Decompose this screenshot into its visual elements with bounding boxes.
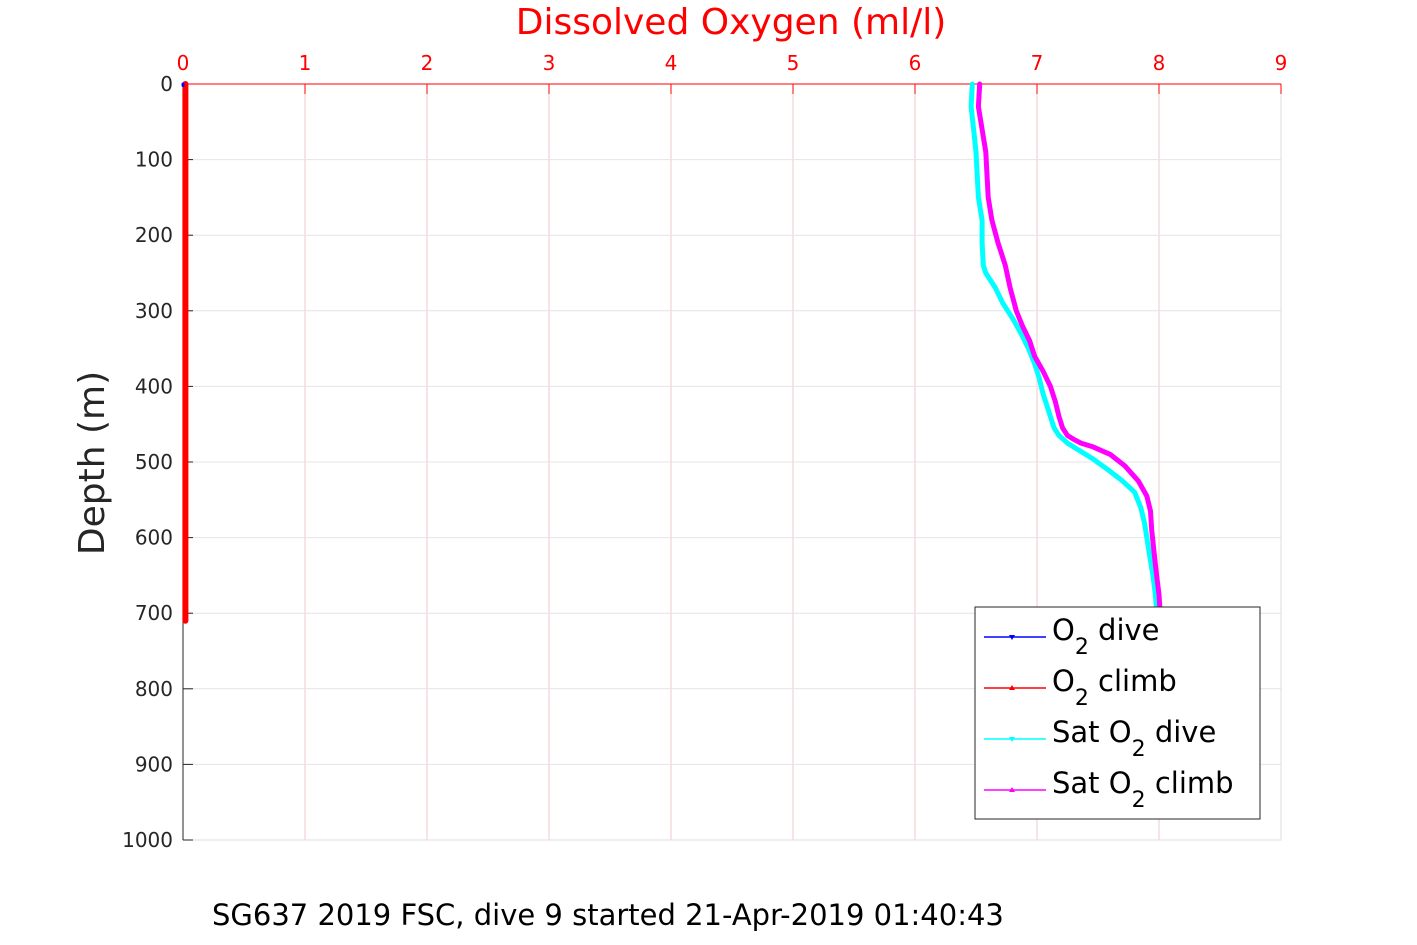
series-line-sat-o2-dive xyxy=(968,81,1160,612)
legend-label: O2 climb xyxy=(1052,664,1177,711)
legend-label: Sat O2 climb xyxy=(1052,766,1234,813)
y-tick-label: 700 xyxy=(135,601,173,625)
legend-entry: Sat O2 dive xyxy=(984,715,1216,762)
series-layer xyxy=(181,81,1163,624)
x-tick-label: 0 xyxy=(177,51,190,75)
y-axis-label: Depth (m) xyxy=(72,371,113,555)
y-tick-label: 100 xyxy=(135,148,173,172)
y-tick-label: 300 xyxy=(135,299,173,323)
legend-label: Sat O2 dive xyxy=(1052,715,1216,762)
y-tick-label: 600 xyxy=(135,526,173,550)
legend-marker xyxy=(1009,685,1015,690)
x-tick-label: 6 xyxy=(909,51,922,75)
figure-caption: SG637 2019 FSC, dive 9 started 21-Apr-20… xyxy=(212,898,1004,932)
x-tick-label: 9 xyxy=(1275,51,1288,75)
legend-marker xyxy=(1009,787,1015,792)
x-tick-label: 8 xyxy=(1153,51,1166,75)
legend-label: O2 dive xyxy=(1052,613,1160,660)
y-tick-label: 500 xyxy=(135,450,173,474)
x-tick-label: 4 xyxy=(665,51,678,75)
x-tick-label: 3 xyxy=(543,51,556,75)
y-tick-label: 200 xyxy=(135,223,173,247)
series-line-sat-o2-climb xyxy=(975,81,1163,616)
legend-entry: Sat O2 climb xyxy=(984,766,1234,813)
y-tick-label: 0 xyxy=(160,72,173,96)
x-tick-label: 1 xyxy=(299,51,312,75)
x-tick-label: 5 xyxy=(787,51,800,75)
x-tick-label: 2 xyxy=(421,51,434,75)
chart-title: Dissolved Oxygen (ml/l) xyxy=(516,2,947,43)
legend-box xyxy=(974,606,1261,820)
legend-marker xyxy=(1009,737,1015,742)
legend-marker xyxy=(1009,635,1015,640)
y-tick-label: 400 xyxy=(135,374,173,398)
y-tick-label: 800 xyxy=(135,677,173,701)
y-tick-label: 1000 xyxy=(122,828,173,852)
legend-entry: O2 climb xyxy=(984,664,1177,711)
x-tick-label: 7 xyxy=(1031,51,1044,75)
legend-entry: O2 dive xyxy=(984,613,1160,660)
y-tick-label: 900 xyxy=(135,752,173,776)
